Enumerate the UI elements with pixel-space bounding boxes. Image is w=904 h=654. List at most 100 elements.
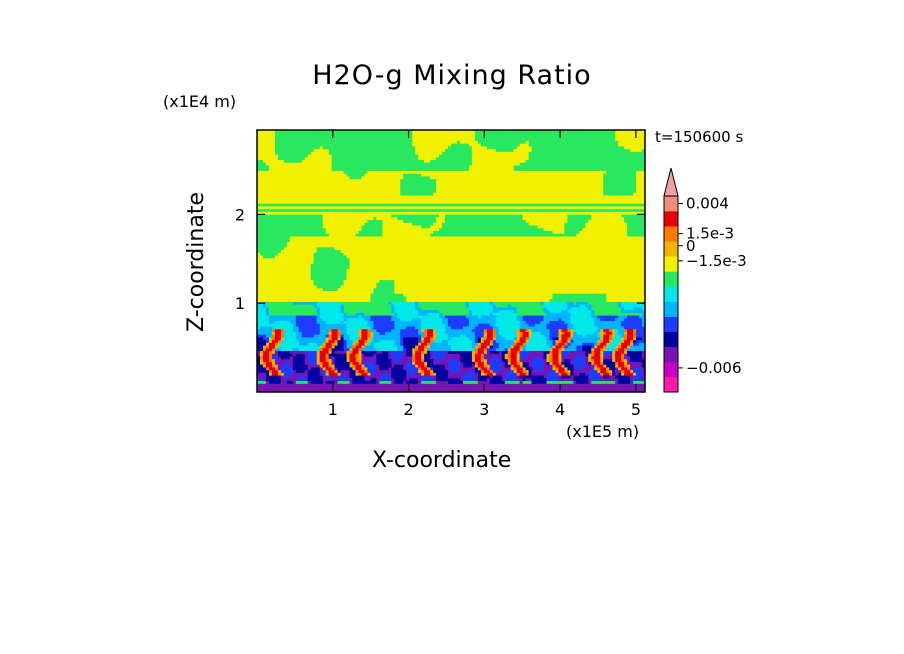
contour-cell <box>397 217 437 221</box>
contour-cell <box>325 353 330 358</box>
contour-cell <box>376 381 380 385</box>
contour-cell <box>268 356 273 360</box>
contour-cell <box>504 361 509 366</box>
contour-cell <box>597 334 601 339</box>
contour-cell <box>543 375 548 379</box>
contour-cell <box>552 367 557 371</box>
contour-cell <box>268 342 276 347</box>
contour-cell <box>409 378 419 382</box>
contour-cell <box>421 370 425 374</box>
contour-cell <box>471 345 476 349</box>
contour-cell <box>513 342 518 347</box>
contour-cell <box>436 179 604 183</box>
contour-cell <box>606 342 610 347</box>
contour-cell <box>382 230 434 235</box>
contour-cell <box>468 318 497 322</box>
contour-cell <box>424 337 431 341</box>
contour-cell <box>373 334 401 339</box>
contour-cell <box>322 375 327 379</box>
contour-cell <box>504 375 518 379</box>
contour-cell <box>391 375 407 379</box>
contour-cell <box>465 334 476 339</box>
contour-cell <box>552 356 560 360</box>
contour-cell <box>546 342 554 347</box>
contour-cell <box>456 140 461 145</box>
contour-cell <box>433 353 446 358</box>
contour-cell <box>564 321 571 325</box>
contour-cell <box>570 342 583 347</box>
contour-cell <box>352 381 377 385</box>
contour-cell <box>358 337 363 341</box>
contour-cell <box>370 378 377 382</box>
contour-cell <box>492 326 500 330</box>
contour-cell <box>603 372 610 377</box>
contour-cell <box>268 337 273 341</box>
contour-cell <box>343 340 348 344</box>
contour-cell <box>283 372 294 377</box>
contour-cell <box>642 307 645 311</box>
contour-cell <box>361 364 366 369</box>
contour-cell <box>418 378 422 382</box>
contour-cell <box>257 348 264 352</box>
contour-cell <box>307 353 318 358</box>
contour-cell <box>319 310 342 314</box>
contour-cell <box>289 239 645 243</box>
contour-cell <box>280 364 291 369</box>
contour-cell <box>591 214 622 218</box>
contour-cell <box>483 356 494 360</box>
contour-cell <box>606 293 645 298</box>
contour-cell <box>528 361 533 366</box>
contour-cell <box>483 353 488 358</box>
contour-cell <box>421 353 425 358</box>
contour-cell <box>501 334 518 339</box>
contour-cell <box>603 361 616 366</box>
contour-cell <box>361 334 369 339</box>
contour-cell <box>257 252 261 257</box>
contour-cell <box>510 364 515 369</box>
contour-cell <box>483 340 491 344</box>
contour-cell <box>257 209 645 213</box>
contour-cell <box>495 334 503 339</box>
contour-cell <box>257 179 401 183</box>
contour-cell <box>465 315 479 319</box>
contour-cell <box>343 334 351 339</box>
contour-cell <box>370 318 392 322</box>
contour-cell <box>433 329 437 333</box>
contour-cell <box>257 233 330 238</box>
contour-cell <box>543 301 568 306</box>
contour-cell <box>346 255 645 259</box>
contour-cell <box>364 222 383 227</box>
contour-cell <box>277 154 309 158</box>
contour-cell <box>367 323 374 328</box>
contour-cell <box>474 132 616 137</box>
contour-cell <box>265 342 270 347</box>
contour-cell <box>406 381 419 385</box>
contour-cell <box>257 154 279 158</box>
colorbar-swatch <box>664 376 678 393</box>
contour-cell <box>430 370 434 374</box>
plot-frame <box>256 129 646 393</box>
contour-cell <box>391 214 440 218</box>
contour-cell <box>319 348 324 352</box>
contour-cell <box>591 307 622 311</box>
contour-cell <box>331 168 470 172</box>
contour-cell <box>573 364 586 369</box>
contour-cell <box>415 151 443 156</box>
contour-cell <box>480 315 497 319</box>
contour-cell <box>364 173 404 177</box>
contour-cell <box>492 331 497 336</box>
contour-cell <box>367 367 377 371</box>
contour-cell <box>486 337 494 341</box>
contour-cell <box>543 310 551 314</box>
contour-cell <box>277 370 282 374</box>
contour-cell <box>549 321 566 325</box>
contour-cell <box>528 143 619 147</box>
contour-cell <box>567 367 574 371</box>
contour-cell <box>427 367 431 371</box>
contour-cell <box>448 381 464 385</box>
contour-cell <box>382 228 440 232</box>
contour-cell <box>576 345 583 349</box>
contour-cell <box>295 323 321 328</box>
